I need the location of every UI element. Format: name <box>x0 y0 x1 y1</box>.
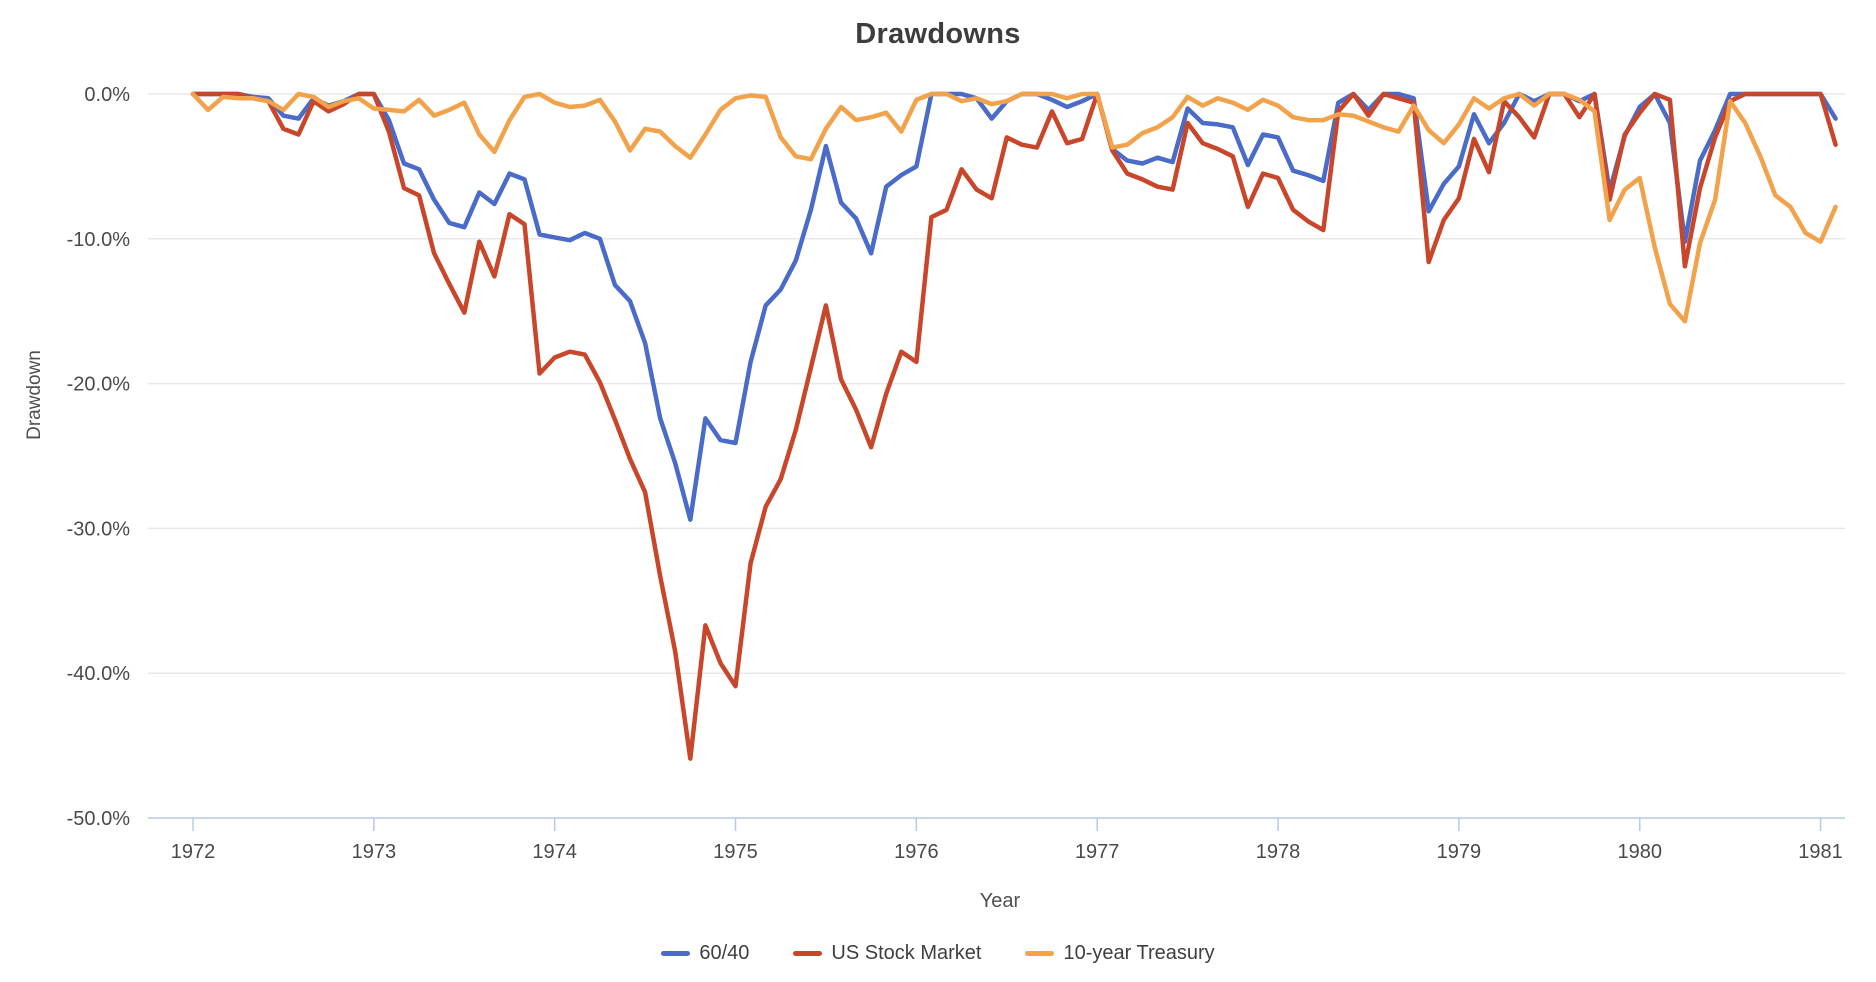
legend-label-60-40: 60/40 <box>699 942 750 964</box>
chart-legend: 60/40 US Stock Market 10-year Treasury <box>0 942 1876 965</box>
legend-item-10-year-treasury[interactable]: 10-year Treasury <box>1025 942 1215 965</box>
legend-item-60-40[interactable]: 60/40 <box>661 942 749 965</box>
x-tick-label: 1974 <box>532 841 577 863</box>
legend-item-us-stock-market[interactable]: US Stock Market <box>793 942 981 965</box>
series-line-60-40 <box>190 91 1838 522</box>
x-tick-label: 1979 <box>1437 841 1482 863</box>
legend-label-10-year-treasury: 10-year Treasury <box>1063 942 1215 964</box>
y-tick-label: -40.0% <box>67 663 131 685</box>
x-tick-label: 1980 <box>1617 841 1662 863</box>
y-tick-label: 0.0% <box>84 84 130 106</box>
chart-title: Drawdowns <box>855 18 1021 50</box>
x-tick-label: 1972 <box>171 841 216 863</box>
x-axis-title: Year <box>979 890 1021 912</box>
legend-swatch-10-year-treasury <box>1025 951 1055 956</box>
y-tick-label: -10.0% <box>67 229 131 251</box>
y-tick-label: -50.0% <box>67 808 131 830</box>
series-line-us-stock-market <box>190 91 1838 761</box>
series-line-10-year-treasury <box>190 91 1838 324</box>
x-tick-label: 1975 <box>713 841 758 863</box>
y-tick-label: -20.0% <box>67 374 131 396</box>
legend-label-us-stock-market: US Stock Market <box>831 942 982 964</box>
x-tick-label: 1981 <box>1798 841 1843 863</box>
x-tick-label: 1978 <box>1256 841 1301 863</box>
legend-swatch-us-stock-market <box>793 951 823 956</box>
x-tick-label: 1976 <box>894 841 939 863</box>
x-tick-label: 1973 <box>352 841 397 863</box>
x-tick-label: 1977 <box>1075 841 1120 863</box>
y-tick-label: -30.0% <box>67 518 131 540</box>
legend-swatch-60-40 <box>661 951 691 956</box>
